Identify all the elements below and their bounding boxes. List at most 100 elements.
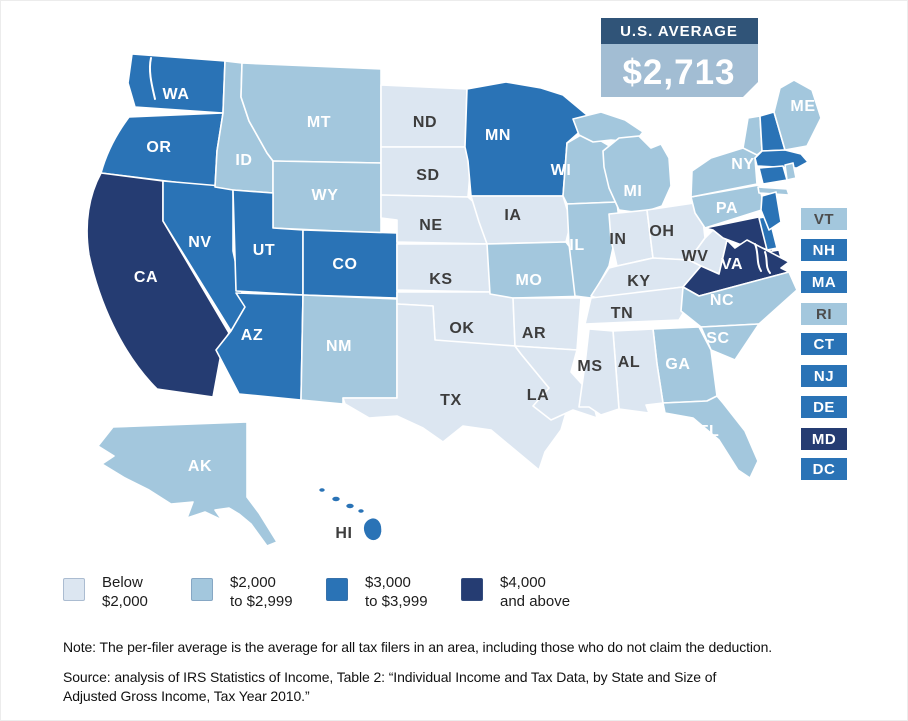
us-average-body (601, 44, 758, 97)
state-label-va: VA (721, 256, 743, 273)
us-average-label: U.S. AVERAGE (620, 23, 738, 40)
state-shape-la (514, 345, 598, 421)
legend-label-line2: to $2,999 (230, 593, 293, 610)
us-average-header (601, 18, 758, 44)
state-box-de (801, 396, 847, 418)
state-box-label-ct: CT (814, 336, 835, 353)
state-box-label-dc: DC (813, 461, 836, 478)
state-box-label-md: MD (812, 431, 836, 448)
state-shape-fl (662, 395, 759, 479)
state-shape-ar (512, 297, 582, 351)
state-box-label-nj: NJ (814, 368, 834, 385)
legend-label-line1: $3,000 (365, 574, 411, 591)
legend-label-line2: $2,000 (102, 593, 148, 610)
state-label-la: LA (527, 387, 550, 404)
state-label-oh: OH (649, 223, 674, 240)
state-label-wi: WI (551, 162, 572, 179)
legend-label-2000-2999: $2,000 to $2,999 (230, 573, 293, 611)
state-box-label-nh: NH (813, 242, 836, 259)
state-label-al: AL (618, 354, 641, 371)
state-label-ne: NE (419, 217, 442, 234)
state-shape-hi-big-island (362, 516, 383, 542)
state-label-ga: GA (665, 356, 690, 373)
legend-label-3000-3999: $3,000 to $3,999 (365, 573, 428, 611)
state-label-ky: KY (627, 273, 650, 290)
state-label-tx: TX (440, 392, 462, 409)
state-shape-ca (86, 172, 230, 398)
state-label-fl: FL (699, 423, 720, 440)
state-shapes (86, 53, 822, 547)
state-label-az: AZ (241, 327, 264, 344)
state-label-mt: MT (307, 114, 331, 131)
legend-label-line1: $4,000 (500, 574, 546, 591)
state-label-id: ID (235, 152, 252, 169)
state-label-sd: SD (416, 167, 439, 184)
state-box-label-ma: MA (812, 274, 836, 291)
state-label-wv: WV (682, 248, 709, 265)
legend-swatch-3000-3999 (326, 578, 348, 601)
legend-label-line2: and above (500, 593, 571, 610)
state-shape-ri (784, 162, 797, 181)
state-box-nj (801, 365, 847, 387)
state-label-nd: ND (413, 114, 437, 131)
state-shape-hi-island-4 (356, 507, 366, 515)
state-label-ia: IA (504, 207, 521, 224)
legend-label-below-2000: Below $2,000 (102, 573, 148, 611)
state-box-ct (801, 333, 847, 355)
state-label-ak: AK (188, 458, 212, 475)
legend-label-line2: to $3,999 (365, 593, 428, 610)
legend-swatch-4000-above (461, 578, 483, 601)
state-box-vt (801, 208, 847, 230)
state-label-wa: WA (163, 86, 190, 103)
chesapeake-bay-line (754, 243, 762, 272)
legend-label-line1: Below (102, 574, 143, 591)
state-label-ms: MS (577, 358, 602, 375)
state-shape-ny-long-island (757, 186, 790, 196)
puget-sound-line (148, 57, 156, 100)
state-shape-hi-island-1 (317, 486, 327, 494)
us-average-callout: U.S. AVERAGE $2,713 (601, 18, 758, 97)
state-label-or: OR (146, 139, 171, 156)
state-shape-me (773, 79, 822, 151)
source-text: Source: analysis of IRS Statistics of In… (63, 669, 717, 704)
us-average-value: $2,713 (622, 53, 735, 92)
legend-swatch-2000-2999 (191, 578, 213, 601)
state-label-me: ME (790, 98, 815, 115)
legend-item-2: $2,000 to $2,999 (191, 573, 293, 611)
state-label-ny: NY (731, 156, 754, 173)
state-label-hi: HI (335, 525, 352, 542)
state-shape-ak (97, 421, 278, 547)
state-label-mn: MN (485, 127, 511, 144)
state-labels: WA OR CA ID MT WY NV UT CO AZ NM ND SD N… (134, 86, 815, 542)
state-shape-pa (690, 184, 766, 229)
state-label-ut: UT (253, 242, 276, 259)
state-label-nm: NM (326, 338, 352, 355)
state-shape-hi-island-2 (330, 495, 342, 503)
state-box-label-ri: RI (816, 306, 832, 323)
state-box-nh (801, 239, 847, 261)
legend-swatch-below-2000 (63, 578, 85, 601)
state-box-md (801, 428, 847, 450)
state-shape-ct (758, 165, 788, 185)
legend-item-4: $4,000 and above (461, 573, 570, 611)
note-text: Note: The per-filer average is the avera… (63, 639, 773, 655)
state-shape-vt (742, 115, 763, 156)
state-box-label-vt: VT (814, 211, 834, 228)
state-shape-ma (754, 149, 809, 169)
state-label-mo: MO (516, 272, 543, 289)
state-label-wy: WY (312, 187, 339, 204)
legend: Below $2,000 $2,000 to $2,999 $3,000 to … (1, 573, 907, 623)
chesapeake-bay-line-2 (764, 251, 771, 274)
state-label-co: CO (332, 256, 357, 273)
state-label-tn: TN (611, 305, 634, 322)
state-box-ri (801, 303, 847, 325)
state-label-in: IN (609, 231, 626, 248)
state-shape-ms (578, 328, 620, 416)
state-label-ca: CA (134, 269, 158, 286)
state-label-nc: NC (710, 292, 734, 309)
state-label-sc: SC (706, 330, 729, 347)
legend-label-4000-above: $4,000 and above (500, 573, 570, 611)
state-label-nv: NV (188, 234, 211, 251)
